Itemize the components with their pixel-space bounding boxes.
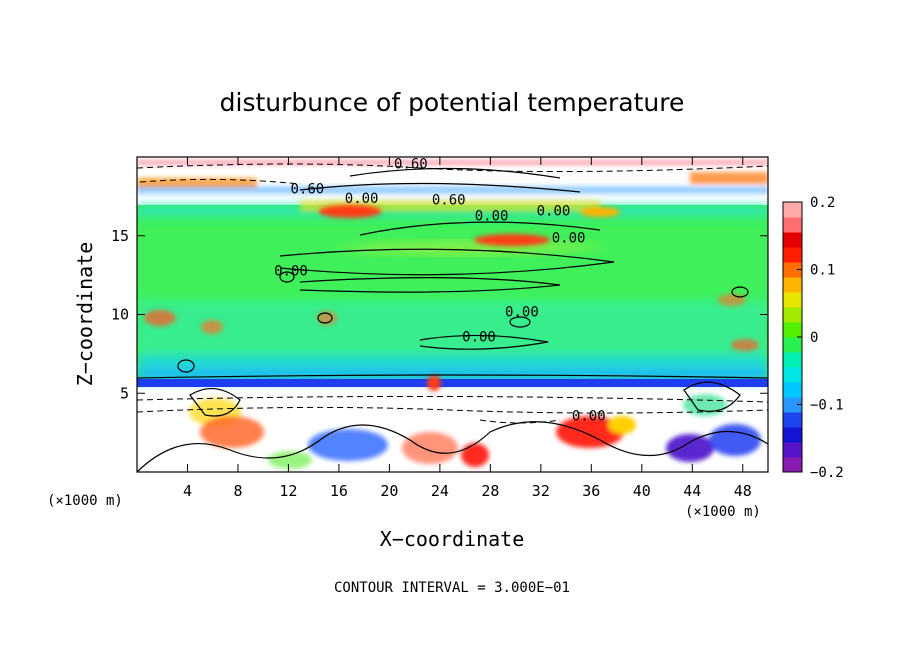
colorbar — [782, 201, 803, 473]
colorbar-tick-label: −0.1 — [810, 398, 844, 414]
x-tick-label: 28 — [481, 482, 499, 500]
contour-label: 0.00 — [475, 208, 509, 224]
x-axis-unit: (×1000 m) — [47, 493, 123, 509]
contour-label: 0.00 — [572, 408, 606, 424]
contour-label: 0.00 — [552, 230, 586, 246]
x-tick-label: 24 — [431, 482, 449, 500]
field-convective-patches — [144, 294, 759, 391]
field-blue-band — [137, 379, 768, 387]
colorbar-swatch — [783, 337, 802, 353]
x-tick-label: 36 — [582, 482, 600, 500]
colorbar-swatch — [783, 217, 802, 233]
colorbar-swatch — [783, 397, 802, 413]
x-tick-label: 40 — [633, 482, 651, 500]
x-axis-ticks: 4 8 12 16 20 24 28 32 36 40 44 48 — [183, 157, 752, 500]
field-stratosphere — [137, 160, 768, 246]
x-tick-label: 4 — [183, 482, 192, 500]
x-tick-label: 44 — [683, 482, 701, 500]
contour-interval-note: CONTOUR INTERVAL = 3.000E−01 — [334, 580, 570, 596]
chart-title: disturbunce of potential temperature — [220, 88, 685, 117]
x-tick-label: 48 — [734, 482, 752, 500]
y-axis-label: Z−coordinate — [73, 242, 97, 387]
contour-label: 0.60 — [432, 193, 466, 209]
x-tick-label: 16 — [330, 482, 348, 500]
colorbar-ticks: 0.2 0.1 0 −0.1 −0.2 — [797, 195, 844, 481]
colorbar-tick-label: −0.2 — [810, 465, 844, 481]
contour-label: 0.00 — [274, 263, 308, 279]
colorbar-tick-label: 0.2 — [810, 195, 835, 211]
colorbar-swatch — [783, 382, 802, 398]
colorbar-swatch — [783, 247, 802, 263]
colorbar-swatch — [783, 202, 802, 218]
field-contours — [137, 167, 768, 472]
colorbar-swatch — [783, 427, 802, 443]
heatmap-field: 0.60 0.60 0.00 0.60 0.00 0.00 0.00 0.00 0.00 0.00… — [137, 156, 768, 472]
colorbar-swatch — [783, 457, 802, 473]
y-axis-ticks: 5 10 15 — [111, 227, 768, 402]
x-tick-label: 20 — [380, 482, 398, 500]
x-axis-label: X−coordinate — [380, 527, 525, 551]
colorbar-swatch — [783, 277, 802, 293]
y-tick-label: 15 — [111, 227, 129, 245]
colorbar-tick-label: 0.1 — [810, 263, 835, 279]
colorbar-swatch — [783, 367, 802, 383]
x-tick-label: 32 — [532, 482, 550, 500]
colorbar-swatch — [783, 412, 802, 428]
colorbar-swatch — [783, 322, 802, 338]
x-tick-label: 12 — [279, 482, 297, 500]
contour-label: 0.60 — [394, 156, 428, 172]
contour-label: 0.60 — [291, 182, 325, 198]
colorbar-tick-label: 0 — [810, 330, 818, 346]
y-axis-unit: (×1000 m) — [685, 504, 761, 520]
colorbar-swatch — [783, 292, 802, 308]
colorbar-swatch — [783, 262, 802, 278]
field-negative-contours — [137, 163, 768, 424]
x-tick-label: 8 — [233, 482, 242, 500]
contour-label: 0.00 — [505, 304, 539, 320]
colorbar-swatch — [783, 442, 802, 458]
contour-label: 0.00 — [537, 204, 571, 220]
contour-labels: 0.60 0.60 0.00 0.60 0.00 0.00 0.00 0.00 0.00 0.00… — [274, 156, 606, 424]
colorbar-swatch — [783, 307, 802, 323]
y-tick-label: 10 — [111, 306, 129, 324]
y-tick-label: 5 — [120, 384, 129, 402]
colorbar-swatch — [783, 232, 802, 248]
contour-label: 0.00 — [345, 191, 379, 207]
colorbar-swatch — [783, 352, 802, 368]
field-boundary-layer — [189, 394, 761, 469]
contour-label: 0.00 — [462, 330, 496, 346]
